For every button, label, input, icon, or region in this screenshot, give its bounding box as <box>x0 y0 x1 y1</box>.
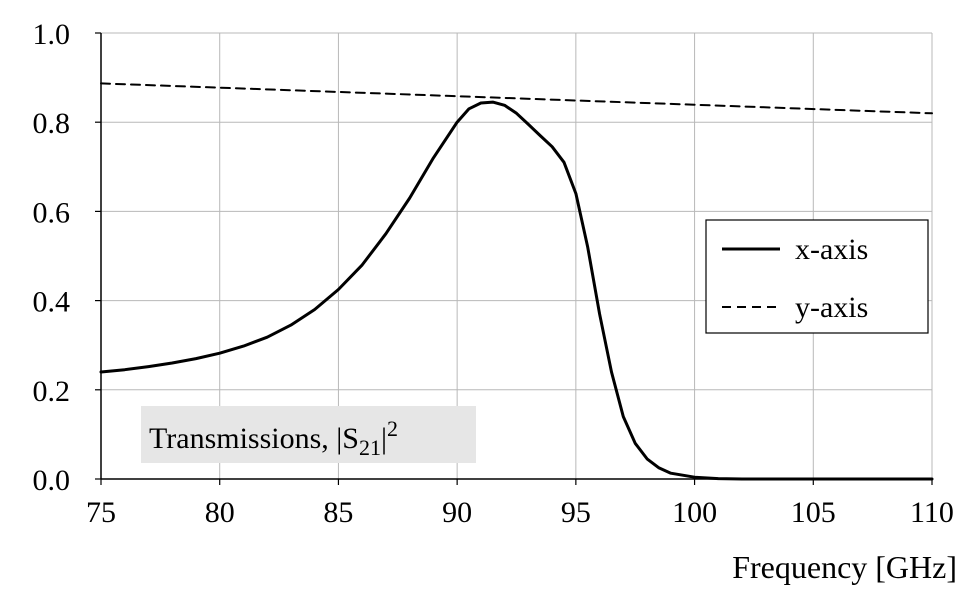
x-tick-labels: 75 80 85 90 95 100 105 110 <box>86 496 954 529</box>
annotation-superscript: 2 <box>387 416 398 441</box>
annotation-box: Transmissions, |S21|2 <box>141 406 476 463</box>
y-tick-label: 0.4 <box>33 286 71 319</box>
legend: x-axis y-axis <box>705 219 929 334</box>
y-tick-label: 0.8 <box>33 107 71 140</box>
y-tick-labels: 0.0 0.2 0.4 0.6 0.8 1.0 <box>33 18 71 497</box>
annotation-text: Transmissions, |S21|2 <box>149 416 398 460</box>
series-line-x-axis <box>99 100 934 481</box>
y-tick-label: 1.0 <box>33 18 71 51</box>
x-tick-label: 105 <box>791 496 836 529</box>
annotation-background <box>141 406 476 463</box>
y-tick-label: 0.2 <box>33 375 71 408</box>
x-tick-label: 110 <box>910 496 954 529</box>
series-line-y-axis <box>100 82 933 115</box>
legend-label-x-axis: x-axis <box>795 233 868 266</box>
legend-label-y-axis: y-axis <box>795 291 868 324</box>
x-tick-label: 90 <box>442 496 472 529</box>
annotation-subscript: 21 <box>359 435 381 460</box>
axes <box>95 32 933 485</box>
series-layer <box>99 82 934 481</box>
x-tick-label: 85 <box>323 496 353 529</box>
annotation-prefix: Transmissions, |S <box>149 422 359 455</box>
x-tick-label: 80 <box>205 496 235 529</box>
y-tick-label: 0.6 <box>33 196 71 229</box>
y-tick-label: 0.0 <box>33 464 71 497</box>
annotation-suffix: | <box>381 422 387 455</box>
x-tick-label: 75 <box>86 496 116 529</box>
legend-box <box>705 219 929 334</box>
x-tick-label: 100 <box>672 496 717 529</box>
x-axis-label: Frequency [GHz] <box>732 549 957 585</box>
x-tick-label: 95 <box>561 496 591 529</box>
